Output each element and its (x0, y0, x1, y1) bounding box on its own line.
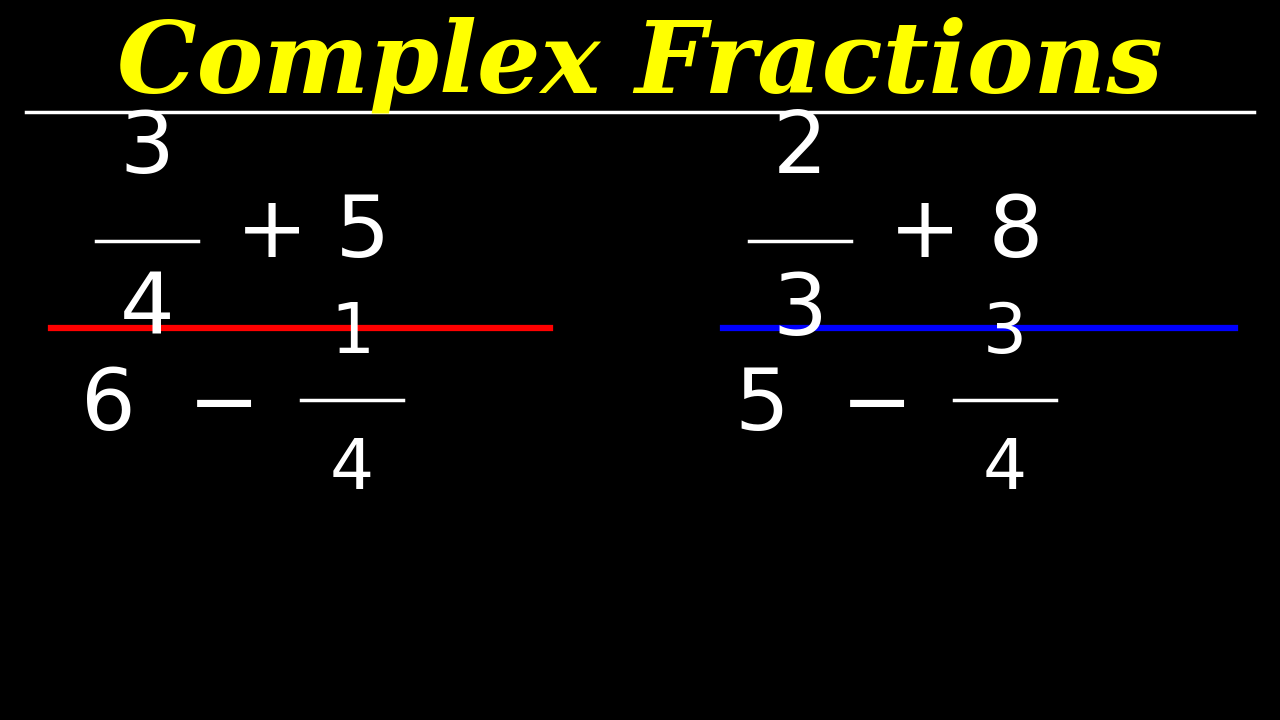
Text: 4: 4 (983, 436, 1027, 503)
Text: + 5: + 5 (237, 192, 390, 276)
Text: 5: 5 (735, 365, 788, 449)
Text: 4: 4 (330, 436, 374, 503)
Text: 3: 3 (983, 300, 1027, 367)
Text: 2: 2 (773, 108, 827, 191)
Text: 3: 3 (773, 270, 827, 353)
Text: + 8: + 8 (890, 192, 1043, 276)
Text: Complex Fractions: Complex Fractions (118, 17, 1162, 113)
Text: 3: 3 (120, 108, 174, 191)
Text: 6: 6 (82, 365, 136, 449)
Text: −: − (188, 365, 260, 449)
Text: 1: 1 (330, 300, 374, 367)
Text: 4: 4 (120, 270, 174, 353)
Text: −: − (841, 365, 913, 449)
